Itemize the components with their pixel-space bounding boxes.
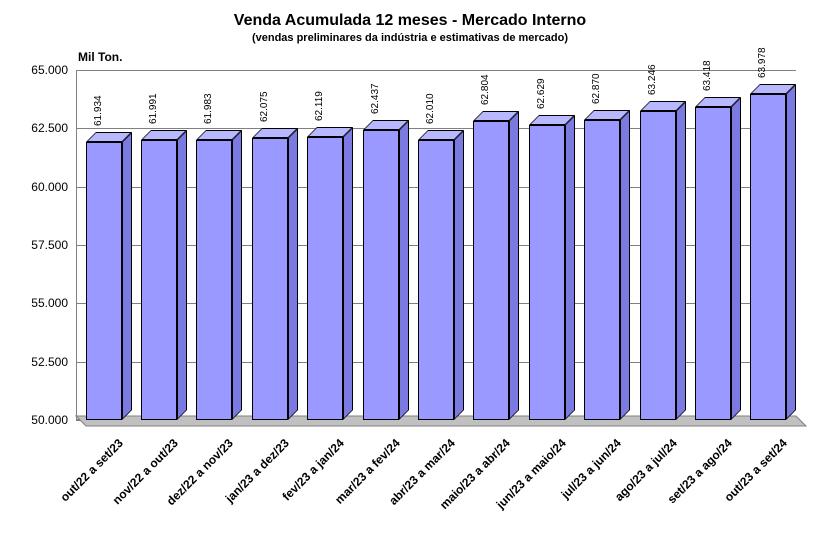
bar: 62.804 — [473, 121, 509, 420]
bar-side — [288, 128, 298, 420]
bar: 61.991 — [141, 140, 177, 420]
bar-front — [252, 138, 288, 420]
bar: 62.075 — [252, 138, 288, 420]
bar-side — [509, 111, 519, 420]
chart-title: Venda Acumulada 12 meses - Mercado Inter… — [0, 12, 820, 30]
bars-group: 61.934 61.991 61.983 62.075 62.119 62.437 62.0… — [76, 70, 796, 420]
bar-value-label: 61.991 — [148, 94, 159, 125]
bar-side — [620, 110, 630, 420]
bar-value-label: 62.804 — [480, 75, 491, 106]
y-tick-label: 62.500 — [31, 121, 68, 135]
bar-value-label: 62.010 — [425, 93, 436, 124]
bar-side — [676, 101, 686, 420]
bar-front — [196, 140, 232, 420]
bar-side — [399, 120, 409, 420]
bar-value-label: 63.246 — [647, 64, 658, 95]
chart-subtitle: (vendas preliminares da indústria e esti… — [0, 32, 820, 44]
bar-side — [343, 127, 353, 420]
bar-value-label: 62.075 — [259, 92, 270, 123]
bar-front — [141, 140, 177, 420]
bar-value-label: 62.870 — [591, 73, 602, 104]
bar: 61.934 — [86, 142, 122, 420]
bar-front — [695, 107, 731, 420]
y-tick-label: 50.000 — [31, 413, 68, 427]
bar-value-label: 62.629 — [536, 79, 547, 110]
bar-front — [529, 125, 565, 420]
bar-front — [640, 111, 676, 420]
bar-value-label: 62.437 — [370, 83, 381, 114]
bar-side — [565, 115, 575, 420]
bar-front — [418, 140, 454, 420]
bar: 62.437 — [363, 130, 399, 420]
y-axis-label: Mil Ton. — [78, 50, 122, 64]
bar: 62.119 — [307, 137, 343, 420]
bar-front — [86, 142, 122, 420]
bar: 63.246 — [640, 111, 676, 420]
bar: 61.983 — [196, 140, 232, 420]
bar: 63.418 — [695, 107, 731, 420]
bar-front — [307, 137, 343, 420]
y-tick-label: 60.000 — [31, 180, 68, 194]
bar-side — [122, 132, 132, 420]
bar-front — [473, 121, 509, 420]
bar: 63.978 — [750, 94, 786, 420]
bar-front — [584, 120, 620, 420]
chart-container: Venda Acumulada 12 meses - Mercado Inter… — [0, 0, 820, 538]
y-tick-label: 55.000 — [31, 296, 68, 310]
bar: 62.010 — [418, 140, 454, 420]
bar-side — [731, 97, 741, 420]
bar: 62.870 — [584, 120, 620, 420]
bar-side — [786, 84, 796, 420]
plot-area: 50.00052.50055.00057.50060.00062.50065.0… — [76, 70, 796, 420]
bar-value-label: 63.978 — [757, 47, 768, 78]
y-tick-label: 65.000 — [31, 63, 68, 77]
bar-value-label: 61.983 — [203, 94, 214, 125]
bar-value-label: 62.119 — [314, 91, 325, 121]
bar-side — [177, 130, 187, 420]
bar-side — [454, 130, 464, 420]
bar-front — [363, 130, 399, 420]
bar-value-label: 61.934 — [93, 95, 104, 126]
bar-side — [232, 130, 242, 420]
bar-value-label: 63.418 — [702, 60, 713, 91]
y-tick-label: 57.500 — [31, 238, 68, 252]
bar: 62.629 — [529, 125, 565, 420]
bar-front — [750, 94, 786, 420]
y-tick-label: 52.500 — [31, 355, 68, 369]
